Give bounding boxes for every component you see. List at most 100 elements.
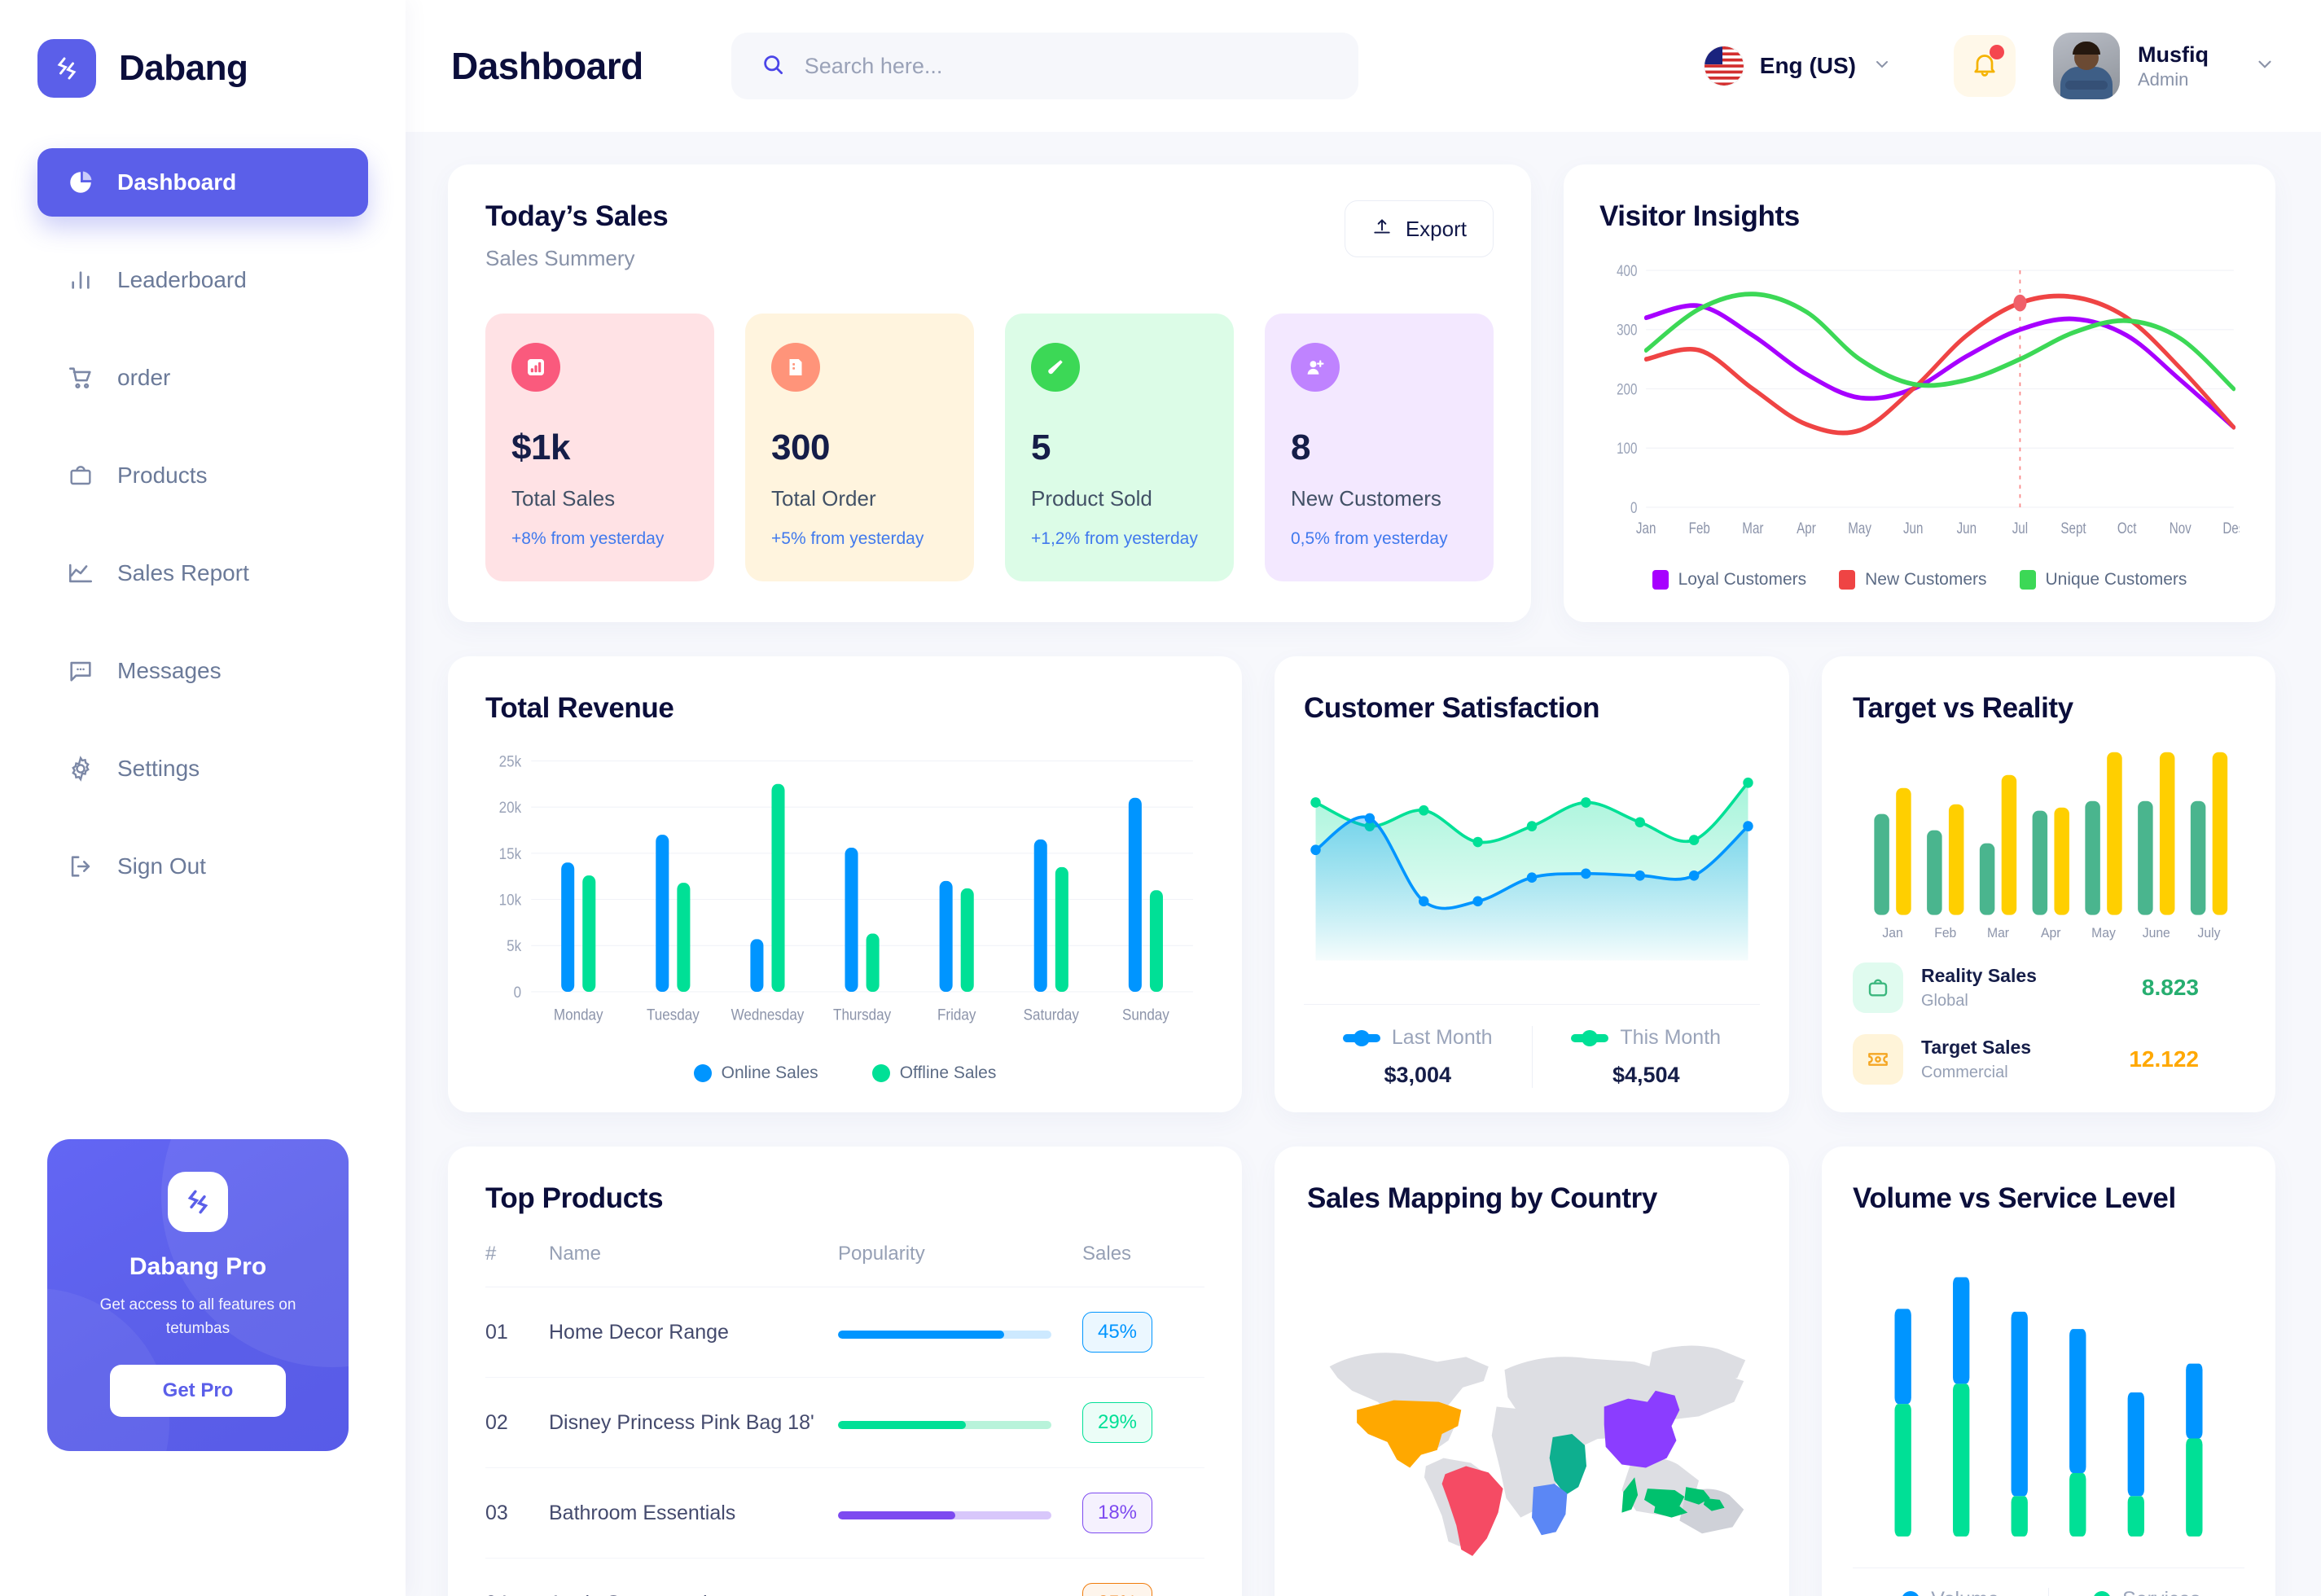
top-products-table: # Name Popularity Sales 01 Home Decor Ran…: [485, 1243, 1204, 1596]
svg-text:June: June: [2143, 925, 2170, 940]
target-vs-reality-title: Target vs Reality: [1853, 692, 2073, 724]
pro-subtitle: Get access to all features on tetumbas: [99, 1296, 296, 1337]
legend-label: Target Sales: [1921, 1037, 2032, 1059]
logout-icon: [65, 851, 96, 882]
sidebar-item-order[interactable]: order: [37, 344, 368, 412]
volume-vs-service-title: Volume vs Service Level: [1853, 1182, 2176, 1215]
stat-label: Total Order: [771, 486, 876, 511]
country-indonesia: [1621, 1477, 1725, 1518]
legend-item: Loyal Customers: [1652, 570, 1807, 590]
customer-satisfaction-card: Customer Satisfaction Last Month $3,004: [1275, 656, 1789, 1113]
legend-label: Loyal Customers: [1678, 570, 1807, 589]
world-map: [1307, 1226, 1757, 1596]
table-row[interactable]: 03 Bathroom Essentials 18%: [485, 1467, 1204, 1559]
svg-text:5k: 5k: [507, 936, 522, 954]
sidebar-item-label: Sign Out: [117, 853, 206, 879]
svg-text:Tuesday: Tuesday: [647, 1005, 700, 1023]
table-row[interactable]: 01 Home Decor Range 45%: [485, 1287, 1204, 1379]
svg-text:10k: 10k: [499, 890, 522, 908]
language-label: Eng (US): [1759, 53, 1856, 78]
sidebar-item-messages[interactable]: Messages: [37, 637, 368, 705]
svg-text:July: July: [2198, 925, 2222, 940]
legend-swatch: [2093, 1590, 2112, 1596]
visitor-insights-legend: Loyal Customers New Customers Unique Cus…: [1599, 570, 2240, 590]
stat-card-total-order[interactable]: 300 Total Order +5% from yesterday: [745, 314, 974, 581]
chevron-down-icon: [1872, 55, 1892, 78]
table-row[interactable]: 02 Disney Princess Pink Bag 18' 29%: [485, 1377, 1204, 1469]
main-area: Dashboard: [406, 0, 2321, 1596]
stat-card-total-sales[interactable]: $1k Total Sales +8% from yesterday: [485, 314, 714, 581]
svg-text:Mar: Mar: [1742, 519, 1763, 537]
svg-text:300: 300: [1617, 321, 1638, 339]
legend-total: 12.122: [2129, 1046, 2199, 1072]
svg-text:Monday: Monday: [554, 1005, 603, 1023]
table-row[interactable]: 04Apple Smartwatches 25%: [485, 1559, 1204, 1596]
svg-text:May: May: [2091, 925, 2117, 940]
notifications-button[interactable]: [1954, 35, 2016, 97]
sidebar-item-sales-report[interactable]: Sales Report: [37, 539, 368, 607]
target-vs-reality-chart: Jan Feb Mar Apr May June July: [1853, 744, 2244, 949]
row-3: Top Products # Name Popularity Sales 01 H…: [448, 1147, 2275, 1596]
export-icon: [1371, 216, 1393, 243]
row-name: Bathroom Essentials: [549, 1467, 838, 1559]
svg-text:Jan: Jan: [1882, 925, 1902, 940]
stat-label: Product Sold: [1031, 486, 1152, 511]
search-input[interactable]: [804, 53, 1329, 79]
stat-card-product-sold[interactable]: 5 Product Sold +1,2% from yesterday: [1005, 314, 1234, 581]
total-revenue-title: Total Revenue: [485, 692, 674, 724]
line-chart-icon: [65, 558, 96, 589]
stat-value: $1k: [511, 428, 570, 467]
search-box[interactable]: [731, 33, 1358, 99]
svg-text:May: May: [1848, 519, 1871, 537]
top-products-card: Top Products # Name Popularity Sales 01 H…: [448, 1147, 1242, 1596]
country-saudi-arabia: [1549, 1434, 1587, 1496]
sidebar-item-dashboard[interactable]: Dashboard: [37, 148, 368, 217]
dabang-pro-card: Dabang Pro Get access to all features on…: [47, 1139, 349, 1451]
svg-text:Oct: Oct: [2117, 519, 2137, 537]
svg-text:15k: 15k: [499, 844, 522, 862]
legend-item-reality-sales: Reality Sales Global 8.823: [1853, 962, 2244, 1014]
volume-vs-service-chart: [1853, 1236, 2244, 1556]
row-num: 03: [485, 1467, 549, 1559]
pro-logo-icon: [168, 1172, 228, 1232]
pro-title: Dabang Pro: [129, 1253, 267, 1280]
row-sales: 29%: [1082, 1377, 1204, 1469]
legend-item-this-month: This Month $4,504: [1531, 1026, 1761, 1089]
row-popularity: [838, 1287, 1082, 1379]
stat-card-new-customers[interactable]: 8 New Customers 0,5% from yesterday: [1265, 314, 1494, 581]
user-profile[interactable]: Musfiq Admin: [2053, 33, 2275, 99]
row-name: Home Decor Range: [549, 1287, 838, 1379]
svg-text:0: 0: [1630, 498, 1638, 516]
status-badge: 25%: [1082, 1583, 1152, 1596]
country-dr-congo: [1532, 1484, 1568, 1536]
customer-satisfaction-title: Customer Satisfaction: [1304, 692, 1600, 724]
sidebar-item-leaderboard[interactable]: Leaderboard: [37, 246, 368, 314]
stat-delta: 0,5% from yesterday: [1291, 529, 1448, 548]
sidebar-item-sign-out[interactable]: Sign Out: [37, 832, 368, 901]
row-2: Total Revenue 0 5k 10k 15k 20k 25k Monday Tuesd…: [448, 656, 2275, 1113]
stat-value: 8: [1291, 428, 1310, 467]
total-revenue-legend: Online Sales Offline Sales: [485, 1063, 1204, 1083]
dashboard-content: Today’s Sales Sales Summery Export: [406, 132, 2321, 1596]
legend-total: 8.823: [2141, 975, 2199, 1001]
row-name: Apple Smartwatches: [549, 1559, 838, 1596]
sidebar-item-products[interactable]: Products: [37, 441, 368, 510]
row-num: 02: [485, 1377, 549, 1469]
export-button[interactable]: Export: [1344, 200, 1494, 257]
legend-label: Services: [2122, 1588, 2200, 1596]
row-1: Today’s Sales Sales Summery Export: [448, 164, 2275, 622]
search-icon: [761, 52, 785, 81]
sidebar-item-settings[interactable]: Settings: [37, 734, 368, 803]
get-pro-button[interactable]: Get Pro: [110, 1365, 286, 1417]
visitor-insights-chart: 0 100 200 300 400 Jan Feb Mar Apr May Jun Jun Jul Sep…: [1599, 257, 2244, 565]
legend-total: $3,004: [1384, 1063, 1452, 1088]
ticket-icon: [1853, 1034, 1903, 1085]
language-selector[interactable]: Eng (US): [1704, 46, 1892, 86]
topbar: Dashboard: [406, 0, 2321, 132]
profile-chevron-down-icon[interactable]: [2254, 54, 2275, 79]
svg-text:Apr: Apr: [1797, 519, 1816, 537]
bar-chart-icon: [65, 265, 96, 296]
bag-icon: [1853, 962, 1903, 1014]
stat-delta: +1,2% from yesterday: [1031, 529, 1198, 548]
stat-value: 300: [771, 428, 830, 467]
